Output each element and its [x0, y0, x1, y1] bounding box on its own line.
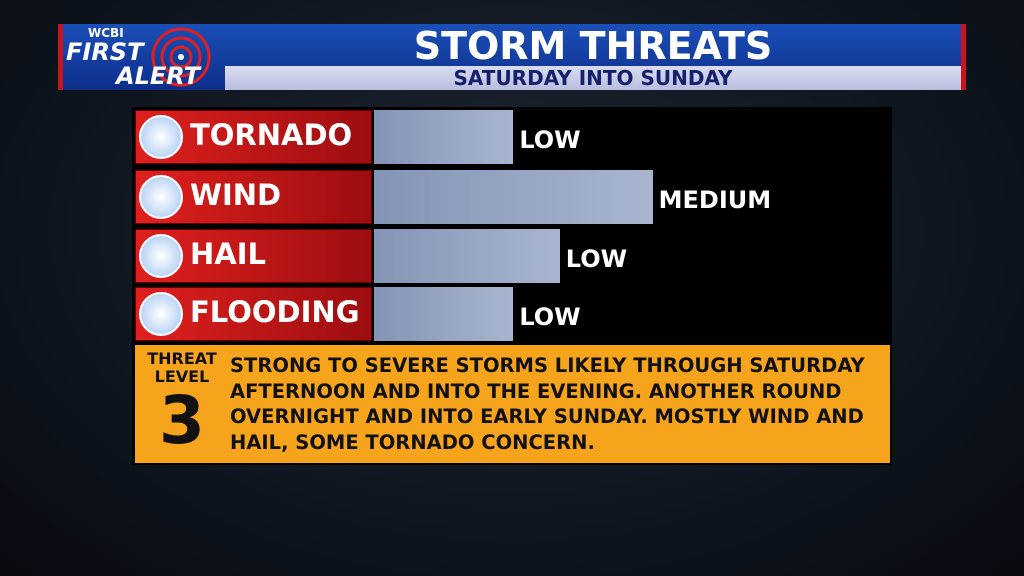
title: STORM THREATS: [413, 24, 773, 68]
bar: [374, 287, 514, 341]
subtitle: SATURDAY INTO SUNDAY: [453, 66, 733, 90]
logo-radar: [151, 27, 211, 87]
logo-line2: ALERT: [116, 62, 201, 90]
level-label: MEDIUM: [658, 186, 772, 214]
threat-name: FLOODING: [190, 295, 360, 329]
threat-level: 3: [159, 382, 205, 459]
bar: [374, 170, 653, 224]
level-label: LOW: [519, 126, 581, 154]
threat-icon: [139, 115, 183, 159]
level-label: LOW: [565, 245, 628, 273]
threat-text: STRONG TO SEVERE STORMS LIKELY THROUGH S…: [230, 354, 865, 454]
logo-station: WCBI: [88, 26, 124, 40]
threat-label: THREAT LEVEL: [147, 349, 217, 386]
bar: [374, 110, 514, 164]
subtitle-strip: [225, 66, 961, 90]
threat-name: WIND: [190, 178, 282, 212]
logo-line1: FIRST: [66, 38, 144, 66]
threat-icon: [139, 292, 183, 336]
threat-icon: [139, 234, 183, 278]
threat-name: HAIL: [190, 237, 266, 271]
threat-icon: [139, 175, 183, 219]
bar: [374, 229, 560, 283]
threat-box: [135, 345, 890, 463]
level-label: LOW: [519, 303, 581, 331]
threat-name: TORNADO: [190, 118, 353, 152]
